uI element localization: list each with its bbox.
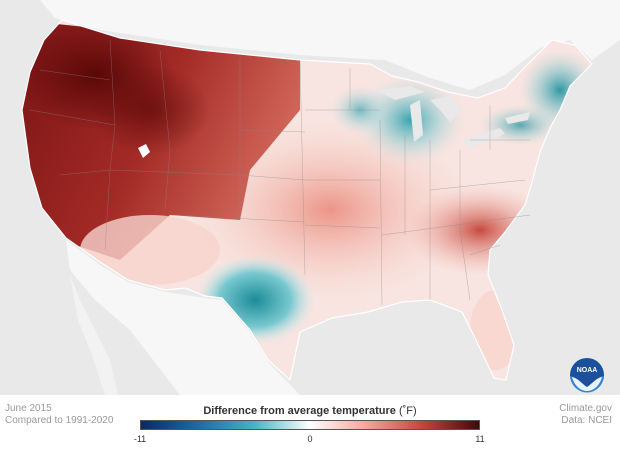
legend-min-label: -11: [133, 434, 147, 444]
source-label: Data: NCEI: [561, 415, 612, 426]
legend-title-text: Difference from average temperature: [203, 405, 396, 417]
credit-label: Climate.gov: [559, 403, 612, 414]
legend-unit: (˚F): [398, 405, 417, 417]
noaa-logo: NOAA: [569, 357, 605, 393]
great-salt-lake: [138, 144, 150, 158]
temperature-anomaly-map: NOAA: [0, 0, 620, 395]
us-outline: [21, 19, 593, 382]
mexico-land: [66, 240, 300, 395]
date-label: June 2015: [5, 403, 52, 414]
legend-mid-label: 0: [307, 434, 313, 444]
map-footer: June 2015 Compared to 1991-2020 Differen…: [0, 395, 620, 450]
legend-max-label: 11: [475, 434, 485, 444]
legend-color-bar: [140, 420, 480, 430]
baja-land: [70, 275, 118, 395]
legend-title: Difference from average temperature (˚F): [140, 405, 480, 417]
state-borders: [29, 39, 531, 306]
noaa-emblem-icon: NOAA: [570, 358, 604, 393]
great-lakes: [375, 86, 530, 148]
baseline-label: Compared to 1991-2020: [5, 415, 114, 426]
us-map-svg: [0, 0, 620, 395]
noaa-logo-text: NOAA: [577, 367, 598, 374]
canada-land: [0, 0, 620, 90]
